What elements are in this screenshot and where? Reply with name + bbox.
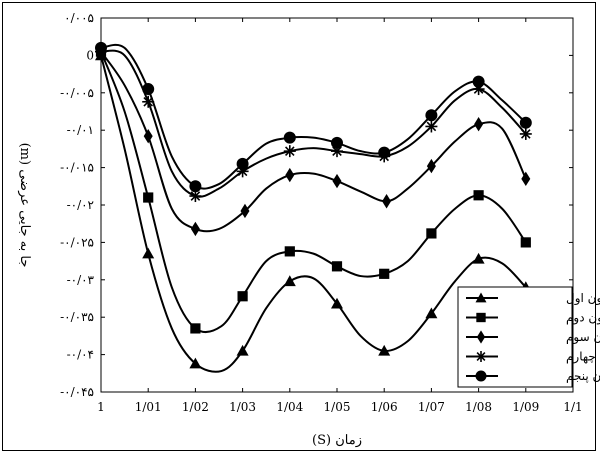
series-line [100,43,527,190]
x-tick-label: 1/02 [182,400,209,414]
data-point [425,120,438,133]
legend-item: ستون سوم [466,330,600,345]
series-5 [95,41,532,193]
y-tick-label: -۰/۰۲ [67,198,94,212]
y-tick-label: -۰/۰۰۵ [60,86,94,100]
data-point [382,194,392,209]
data-point [283,131,296,144]
series-3 [96,44,531,237]
y-tick-label: ۰/۰۰۵ [64,11,94,25]
y-tick-label: -۰/۰۱۵ [60,161,94,175]
series-line [100,51,527,233]
x-tick-label: 1/08 [465,400,492,414]
x-tick-label: 1 [97,400,105,414]
x-tick-label: 1/05 [324,400,351,414]
data-point [190,323,201,334]
data-point [379,268,390,279]
legend-marker [475,292,487,303]
data-point [331,136,343,149]
data-point [425,307,438,319]
data-point [331,297,343,309]
marker-stroke [476,352,486,361]
data-point [237,291,248,302]
data-point [425,109,438,122]
y-tick-label: -۰/۰۴ [67,348,94,362]
data-point [378,344,391,356]
legend-item: ستون چهارم [466,350,600,365]
data-point [426,228,437,239]
data-point [189,180,202,193]
data-point [474,117,484,132]
data-point [236,157,249,170]
data-point [142,247,155,259]
series-line [100,49,527,198]
marker-stroke [284,146,295,156]
data-point [189,357,202,369]
marker-stroke [332,146,342,156]
data-point [143,128,153,144]
x-tick-label: 1/07 [418,400,445,414]
legend-marker [476,330,486,344]
data-point [190,221,200,237]
data-point [240,203,250,219]
data-point [472,252,485,264]
y-tick-label: -۰/۰۱ [67,123,94,137]
y-tick-label: 0 [86,48,94,62]
data-point [285,167,295,183]
x-tick-label: 1/1 [563,400,582,414]
legend-label: ستون چهارم [566,350,600,365]
legend-marker [475,370,487,382]
y-tick-label: -۰/۰۴۵ [60,385,94,399]
data-point [426,158,436,174]
data-point [95,41,107,54]
marker-stroke [426,121,437,132]
data-point [331,261,343,272]
y-axis-title: جا به جایی عرضی (m) [17,143,32,268]
legend-item: ستون اول [466,291,600,306]
data-point [519,127,532,140]
data-point [332,173,342,189]
data-point [142,83,155,96]
x-axis-title: زمان (S) [312,433,362,448]
series-line [100,51,527,333]
chart-frame [2,2,596,451]
data-point [283,275,296,287]
data-point [331,145,343,158]
legend-label: ستون اول [566,291,600,306]
data-point [472,75,485,88]
data-point [284,246,295,257]
y-tick-label: -۰/۰۳ [67,273,95,287]
data-point [236,344,249,356]
x-tick-label: 1/09 [512,400,539,414]
y-tick-label: -۰/۰۳۵ [60,310,94,324]
legend-marker [476,312,486,323]
legend-label: ستون دوم [566,311,600,326]
series-2 [95,46,531,334]
legend-label: ستون پنجم [566,369,600,384]
x-tick-label: 1/06 [371,400,398,414]
legend-label: ستون سوم [566,330,600,345]
series-line [100,55,527,373]
marker-stroke [190,191,201,201]
data-point [473,190,484,201]
legend-item: ستون پنجم [466,369,600,384]
data-point [520,237,531,248]
data-point [519,116,532,129]
x-tick-label: 1/03 [229,400,256,414]
data-point [283,145,296,158]
legend-item: ستون دوم [466,311,600,326]
legend-marker [475,351,487,362]
legend: ستون اول ستون دوم ستون سوم ستون چهارم ستون پ… [457,286,600,388]
marker-stroke [520,129,531,139]
data-point [378,146,391,159]
data-point [521,171,531,187]
data-point [143,192,154,203]
y-tick-label: -۰/۰۲۵ [60,235,94,249]
x-tick-label: 1/04 [276,400,303,414]
x-tick-label: 1/01 [135,400,162,414]
